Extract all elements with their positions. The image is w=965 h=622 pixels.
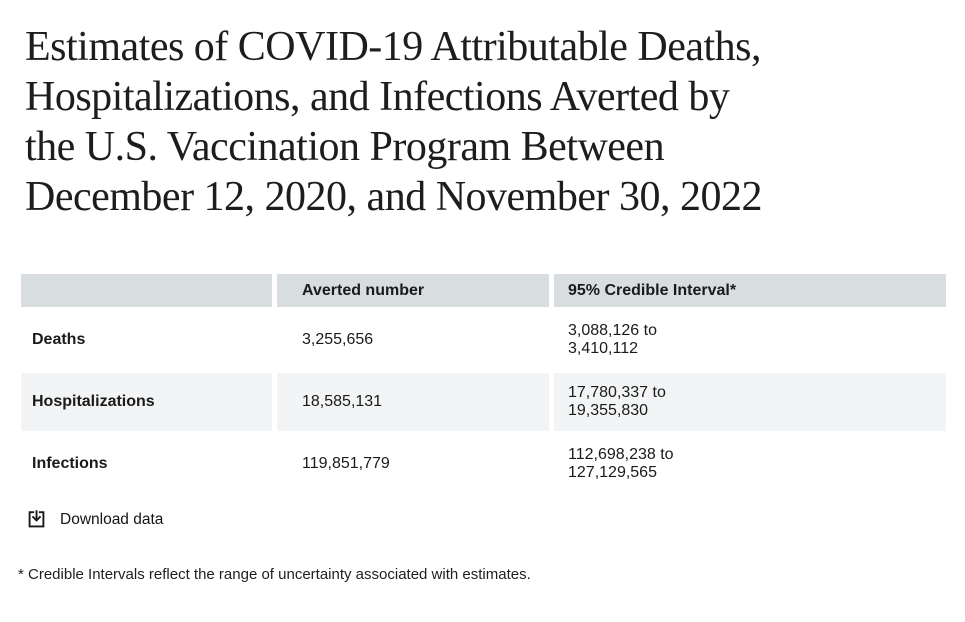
page-title: Estimates of COVID-19 Attributable Death… <box>25 22 965 222</box>
credible-interval-cell: 17,780,337 to 19,355,830 <box>554 373 946 431</box>
table-row-deaths: Deaths 3,255,656 3,088,126 to 3,410,112 <box>21 307 946 373</box>
page-title-line: December 12, 2020, and November 30, 2022 <box>25 174 762 220</box>
row-label: Hospitalizations <box>21 373 272 431</box>
credible-interval-cell: 3,088,126 to 3,410,112 <box>568 322 657 357</box>
download-icon <box>27 510 46 529</box>
row-label: Deaths <box>32 331 86 348</box>
download-data-label: Download data <box>60 510 164 528</box>
page-title-line: Hospitalizations, and Infections Averted… <box>25 74 730 120</box>
page-title-line: Estimates of COVID-19 Attributable Death… <box>25 24 762 70</box>
download-data-button[interactable]: Download data <box>27 510 163 529</box>
col-header-empty <box>21 274 272 307</box>
col-header-averted-number: Averted number <box>277 274 549 307</box>
averted-number-cell: 3,255,656 <box>302 331 374 348</box>
credible-interval-cell: 112,698,238 to 127,129,565 <box>568 446 674 481</box>
page-title-line: the U.S. Vaccination Program Between <box>25 124 665 170</box>
estimates-table: Averted number 95% Credible Interval* De… <box>21 274 946 497</box>
table-header-row: Averted number 95% Credible Interval* <box>21 274 946 307</box>
table-row-infections: Infections 119,851,779 112,698,238 to 12… <box>21 431 946 497</box>
averted-number-cell: 119,851,779 <box>302 455 390 472</box>
footnote: * Credible Intervals reflect the range o… <box>18 566 531 583</box>
table-row-hospitalizations: Hospitalizations 18,585,131 17,780,337 t… <box>21 373 946 431</box>
averted-number-cell: 18,585,131 <box>277 373 549 431</box>
col-header-credible-interval: 95% Credible Interval* <box>554 274 946 307</box>
row-label: Infections <box>32 455 108 472</box>
